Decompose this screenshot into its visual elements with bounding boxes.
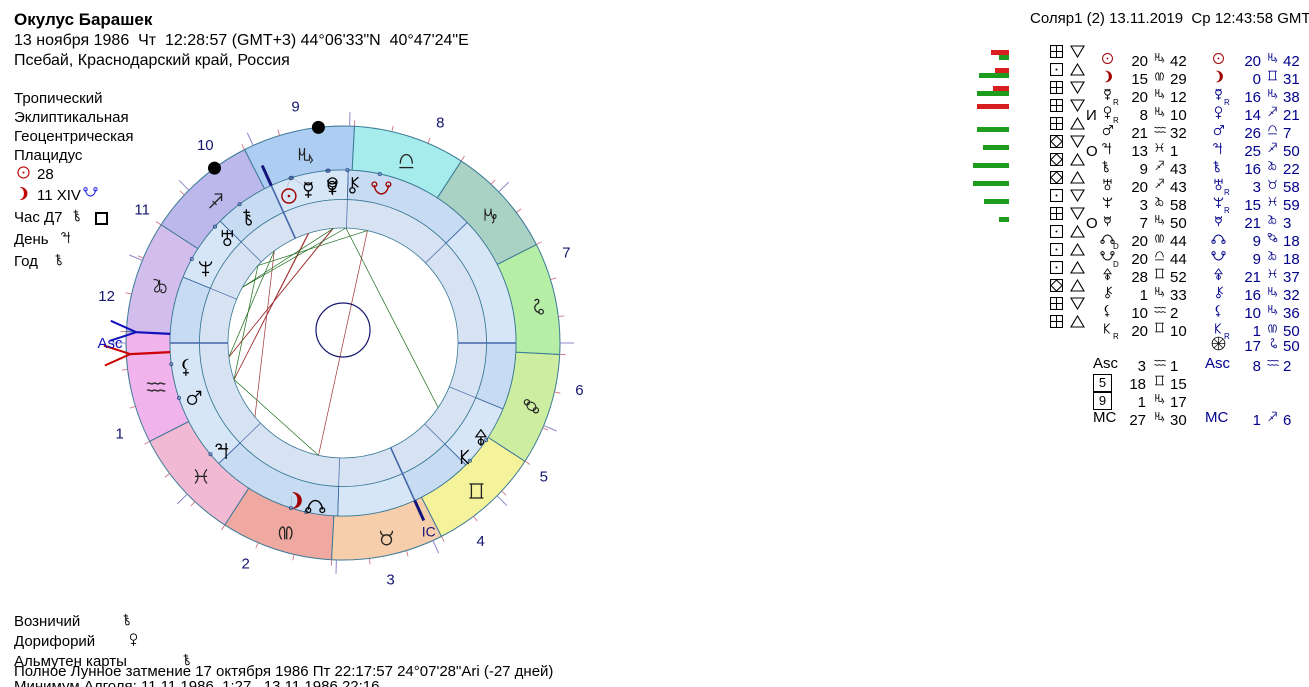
svg-text:6: 6	[575, 382, 583, 399]
svg-text:2: 2	[242, 556, 250, 573]
svg-text:4: 4	[477, 533, 485, 550]
svg-text:12: 12	[98, 288, 115, 305]
svg-text:7: 7	[562, 245, 570, 262]
svg-text:9: 9	[291, 99, 299, 116]
svg-text:IC: IC	[422, 523, 436, 539]
svg-text:3: 3	[386, 571, 394, 588]
svg-text:11: 11	[134, 202, 150, 219]
svg-text:10: 10	[197, 137, 214, 154]
svg-text:8: 8	[436, 115, 444, 132]
svg-text:5: 5	[540, 468, 548, 485]
svg-text:1: 1	[116, 426, 124, 443]
svg-text:Asc: Asc	[97, 335, 123, 352]
